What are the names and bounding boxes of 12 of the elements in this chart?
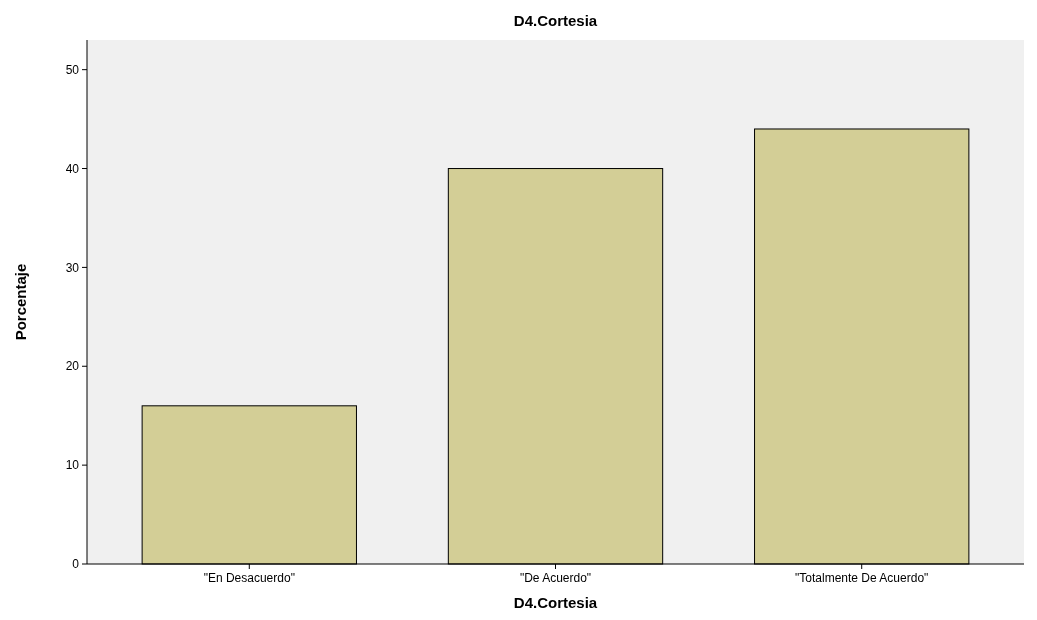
y-axis-title: Porcentaje xyxy=(12,263,29,341)
chart-title: D4.Cortesia xyxy=(513,12,598,29)
y-tick-label: 20 xyxy=(65,359,80,374)
y-tick-label: 50 xyxy=(65,62,80,77)
y-tick-label: 0 xyxy=(72,557,80,572)
y-tick-label: 40 xyxy=(65,161,80,176)
y-tick-label: 30 xyxy=(65,260,80,275)
x-axis-title: D4.Cortesia xyxy=(513,594,598,611)
x-tick-label: "De Acuerdo" xyxy=(519,571,592,585)
y-tick-label: 10 xyxy=(65,458,80,473)
x-tick-label: "En Desacuerdo" xyxy=(203,571,295,585)
x-tick-label: "Totalmente De Acuerdo" xyxy=(795,571,929,585)
